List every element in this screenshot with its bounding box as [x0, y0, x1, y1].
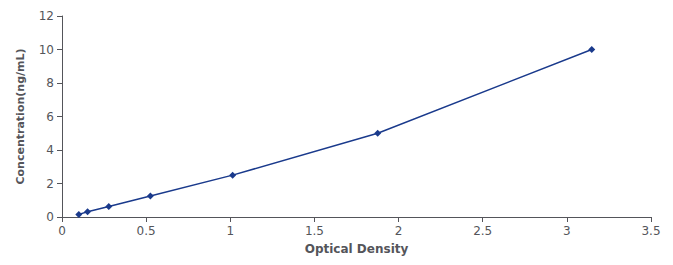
- svg-text:2.5: 2.5: [473, 224, 492, 238]
- svg-text:3.5: 3.5: [641, 224, 660, 238]
- svg-text:0: 0: [58, 224, 66, 238]
- svg-text:10: 10: [39, 43, 54, 57]
- svg-text:Optical Density: Optical Density: [305, 242, 409, 256]
- svg-text:8: 8: [46, 76, 54, 90]
- svg-text:4: 4: [46, 143, 54, 157]
- svg-text:2: 2: [46, 177, 54, 191]
- svg-text:12: 12: [39, 9, 54, 23]
- svg-text:0.5: 0.5: [137, 224, 156, 238]
- svg-text:Concentration(ng/mL): Concentration(ng/mL): [14, 48, 27, 184]
- svg-text:3: 3: [563, 224, 571, 238]
- svg-text:2: 2: [395, 224, 403, 238]
- svg-text:6: 6: [46, 110, 54, 124]
- svg-text:0: 0: [46, 210, 54, 224]
- svg-text:1.5: 1.5: [305, 224, 324, 238]
- svg-text:1: 1: [226, 224, 234, 238]
